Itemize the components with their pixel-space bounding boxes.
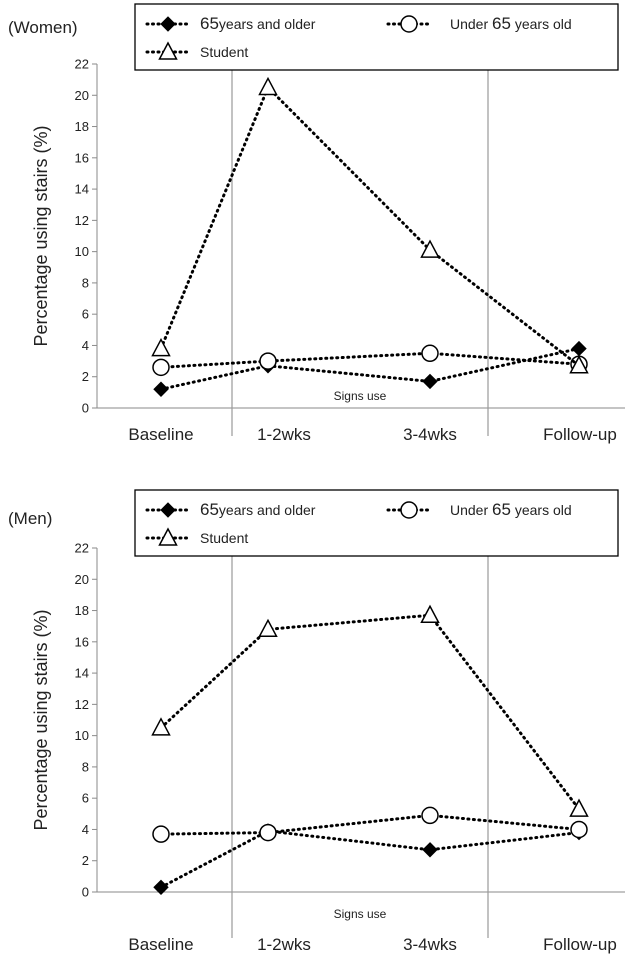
series-line-diamond	[159, 829, 581, 889]
x-category-label: 1-2wks	[257, 935, 311, 954]
data-point-circle	[152, 358, 170, 377]
y-tick-label: 22	[75, 541, 89, 556]
y-tick-label: 2	[82, 369, 89, 384]
legend: 65years and older Under 65 years oldStude…	[134, 3, 619, 71]
y-tick-label: 12	[75, 697, 89, 712]
series-line-triangle	[159, 613, 581, 811]
legend-number: 65	[200, 500, 219, 519]
y-tick-label: 14	[75, 666, 89, 681]
y-tick-label: 8	[82, 759, 89, 774]
y-tick-label: 4	[82, 822, 89, 837]
y-tick-label: 18	[75, 603, 89, 618]
legend-text: Student	[200, 530, 248, 546]
y-tick-label: 10	[75, 244, 89, 259]
x-category-label: Baseline	[128, 425, 193, 444]
legend-label: Student	[200, 530, 248, 546]
legend-label: 65years and older	[200, 500, 316, 519]
data-point-circle	[259, 352, 277, 370]
y-axis-label: Percentage using stairs (%)	[31, 609, 51, 830]
legend-marker-triangle	[158, 527, 178, 546]
data-point-circle	[259, 823, 277, 842]
panel-label: (Women)	[8, 18, 78, 37]
legend-text: Under	[450, 502, 492, 518]
data-point-triangle	[151, 717, 171, 736]
data-point-triangle	[258, 618, 278, 638]
y-tick-label: 20	[75, 572, 89, 587]
y-tick-label: 6	[82, 791, 89, 806]
x-axis-subtitle: Signs use	[334, 389, 387, 403]
x-axis-subtitle: Signs use	[334, 907, 387, 921]
x-category-label: 3-4wks	[403, 425, 457, 444]
x-category-label: 3-4wks	[403, 935, 457, 954]
legend-text: years and older	[219, 502, 316, 518]
legend-marker-triangle	[158, 41, 178, 60]
legend-box	[134, 3, 619, 71]
legend-label: Under 65 years old	[450, 14, 572, 33]
legend-marker-circle	[400, 501, 418, 519]
legend-label: 65years and older	[200, 14, 316, 33]
y-tick-label: 10	[75, 728, 89, 743]
y-tick-label: 6	[82, 307, 89, 322]
y-axis-label: Percentage using stairs (%)	[31, 125, 51, 346]
legend-box	[134, 489, 619, 557]
data-point-diamond	[422, 842, 438, 858]
legend-text: years old	[511, 16, 572, 32]
legend-number: 65	[492, 500, 511, 519]
data-point-triangle	[420, 604, 440, 623]
y-tick-label: 16	[75, 634, 89, 649]
series-line-triangle	[159, 84, 581, 368]
legend-marker-diamond	[160, 16, 176, 32]
y-tick-label: 4	[82, 338, 89, 353]
y-tick-label: 8	[82, 275, 89, 290]
x-category-label: Follow-up	[543, 935, 617, 954]
data-point-triangle	[569, 355, 589, 374]
y-tick-label: 0	[82, 885, 89, 900]
legend-number: 65	[492, 14, 511, 33]
data-point-triangle	[258, 76, 278, 96]
y-tick-label: 0	[82, 401, 89, 416]
legend-marker-diamond	[160, 502, 176, 518]
chart-panel-women: (Women) 0 2 4 6 8 10 12 14 16 18 20 22 Percentage usi…	[8, 3, 625, 444]
data-point-circle	[152, 825, 170, 843]
data-point-circle	[421, 806, 439, 825]
y-tick-label: 12	[75, 213, 89, 228]
x-category-label: 1-2wks	[257, 425, 311, 444]
series-line-circle	[159, 351, 581, 369]
y-tick-label: 18	[75, 119, 89, 134]
data-point-diamond	[422, 373, 438, 390]
data-point-triangle	[569, 798, 589, 817]
legend-label: Student	[200, 44, 248, 60]
legend-text: years and older	[219, 16, 316, 32]
data-point-circle	[421, 344, 439, 363]
legend: 65years and older Under 65 years oldStude…	[134, 489, 619, 557]
legend-text: years old	[511, 502, 572, 518]
data-point-circle	[570, 820, 588, 839]
legend-text: Under	[450, 16, 492, 32]
legend-text: Student	[200, 44, 248, 60]
data-point-triangle	[151, 337, 171, 357]
legend-number: 65	[200, 14, 219, 33]
legend-label: Under 65 years old	[450, 500, 572, 519]
chart-panel-men: (Men) 0 2 4 6 8 10 12 14 16 18 20 22 Percentage using…	[8, 489, 625, 954]
y-tick-label: 16	[75, 150, 89, 165]
y-tick-label: 2	[82, 853, 89, 868]
series-line-circle	[159, 813, 581, 836]
y-tick-label: 22	[75, 57, 89, 72]
legend-marker-circle	[400, 15, 418, 33]
data-point-diamond	[153, 381, 169, 397]
data-point-diamond	[153, 879, 169, 896]
series-line-diamond	[159, 347, 581, 391]
panel-label: (Men)	[8, 509, 52, 528]
data-point-triangle	[420, 239, 440, 258]
y-tick-label: 20	[75, 88, 89, 103]
y-tick-label: 14	[75, 182, 89, 197]
x-category-label: Baseline	[128, 935, 193, 954]
data-point-diamond	[571, 340, 587, 357]
x-category-label: Follow-up	[543, 425, 617, 444]
